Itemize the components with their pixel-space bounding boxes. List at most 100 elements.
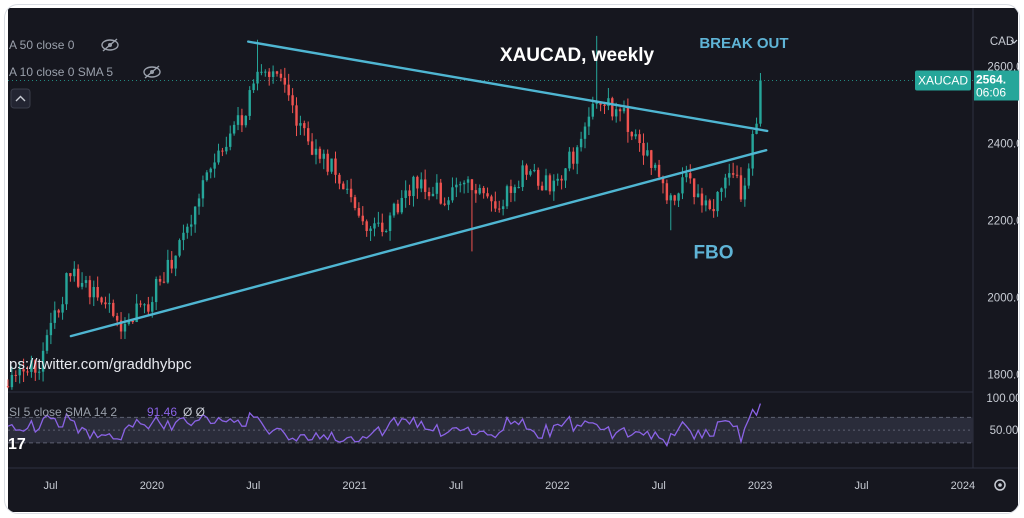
eye-hidden-icon[interactable] — [101, 38, 119, 52]
candle-body — [322, 153, 326, 159]
candle — [447, 196, 450, 211]
candle — [353, 194, 357, 211]
candle-body — [205, 172, 209, 181]
candles — [6, 35, 762, 390]
candle — [552, 174, 556, 201]
candle-body — [123, 323, 127, 332]
candle-body — [6, 386, 10, 388]
candle — [384, 229, 388, 233]
candle-body — [642, 143, 645, 156]
candle-body — [537, 169, 540, 186]
candle — [342, 181, 345, 190]
candle — [579, 131, 583, 152]
candle-body — [470, 179, 474, 191]
chevron-down-icon[interactable] — [1010, 39, 1018, 44]
candle-body — [135, 303, 138, 323]
candle — [92, 280, 95, 307]
candle — [213, 153, 216, 178]
candle-body — [345, 188, 349, 190]
x-tick-label: Jul — [652, 480, 666, 492]
gear-icon[interactable] — [994, 479, 1006, 491]
candle-body — [400, 197, 403, 213]
candle-body — [509, 186, 513, 193]
rsi-legend-icons[interactable]: Ø Ø — [183, 405, 205, 419]
x-tick-label: Jul — [854, 480, 868, 492]
collapse-legend-button[interactable] — [10, 88, 31, 109]
eye-hidden-icon-outline — [101, 39, 119, 51]
candle-body — [232, 124, 236, 134]
candle — [240, 108, 244, 133]
candle-body — [131, 320, 134, 323]
candle-body — [747, 168, 750, 186]
candle — [18, 361, 21, 384]
candle — [264, 69, 267, 77]
candle — [182, 224, 185, 251]
candle-body — [61, 304, 64, 313]
rsi-tick-label: 100.00 — [986, 393, 1020, 405]
candle-body — [96, 286, 99, 298]
candle — [299, 115, 302, 136]
ma50-legend[interactable]: A 50 close 0 — [9, 38, 75, 52]
candle — [221, 147, 224, 157]
candle — [10, 366, 14, 390]
candle-body — [299, 123, 302, 126]
candle — [525, 163, 528, 180]
x-tick-label: 2021 — [342, 480, 366, 492]
candle-body — [178, 240, 181, 256]
eye-hidden-icon[interactable] — [143, 65, 161, 79]
candle — [673, 194, 676, 206]
ma10-legend[interactable]: A 10 close 0 SMA 5 — [9, 65, 113, 79]
candle-body — [326, 153, 329, 172]
candle-body — [564, 168, 567, 181]
candle — [521, 160, 524, 191]
trendline-upper[interactable] — [247, 40, 769, 133]
candle — [564, 167, 567, 188]
currency-label[interactable]: CAD — [990, 36, 1014, 48]
candle — [190, 214, 193, 236]
candle-body — [498, 208, 501, 210]
candle — [404, 180, 407, 208]
candle-body — [657, 164, 661, 177]
candle-body — [712, 209, 715, 212]
chart-frame: 1800.0 2000.0 2200.0 2400.0 2600.0 CAD Jul 2020… — [4, 4, 1020, 514]
candle-body — [728, 173, 731, 178]
rsi-legend[interactable]: SI 5 close SMA 14 2 — [9, 405, 117, 419]
candle — [685, 165, 688, 183]
candle — [462, 180, 466, 194]
candle-body — [37, 371, 41, 373]
candle-body — [213, 162, 216, 169]
tradingview-logo[interactable]: 17 — [8, 436, 26, 453]
x-tick-label: 2024 — [951, 480, 975, 492]
candle-body — [466, 179, 470, 183]
candle — [537, 167, 540, 190]
candle — [470, 178, 474, 252]
candle — [611, 96, 614, 121]
candle-body — [268, 71, 271, 77]
candle-body — [349, 188, 353, 198]
candle-body — [330, 158, 333, 172]
candle-body — [412, 176, 415, 197]
candle — [80, 272, 84, 290]
candle — [381, 213, 384, 237]
candle-body — [306, 128, 310, 142]
candle — [728, 163, 731, 186]
rsi-line[interactable] — [7, 403, 762, 448]
candle — [599, 102, 602, 112]
candle-body — [614, 109, 618, 117]
candle — [435, 174, 439, 200]
candle-body — [166, 259, 170, 283]
trendline-lower[interactable] — [69, 148, 768, 338]
y-tick-label: 2000.0 — [987, 293, 1020, 305]
candle-body — [115, 315, 119, 321]
candle — [69, 272, 72, 282]
candle-body — [69, 273, 72, 277]
x-tick-label: Jul — [246, 480, 260, 492]
candle — [53, 301, 56, 329]
candle-body — [521, 165, 524, 188]
candle — [256, 39, 259, 91]
candle-body — [217, 150, 220, 163]
candle-body — [579, 138, 583, 148]
candle-body — [197, 198, 201, 207]
candle-body — [556, 178, 559, 181]
